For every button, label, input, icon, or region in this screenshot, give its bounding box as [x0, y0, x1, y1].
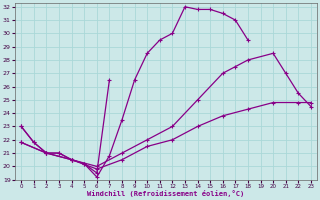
- X-axis label: Windchill (Refroidissement éolien,°C): Windchill (Refroidissement éolien,°C): [87, 190, 245, 197]
